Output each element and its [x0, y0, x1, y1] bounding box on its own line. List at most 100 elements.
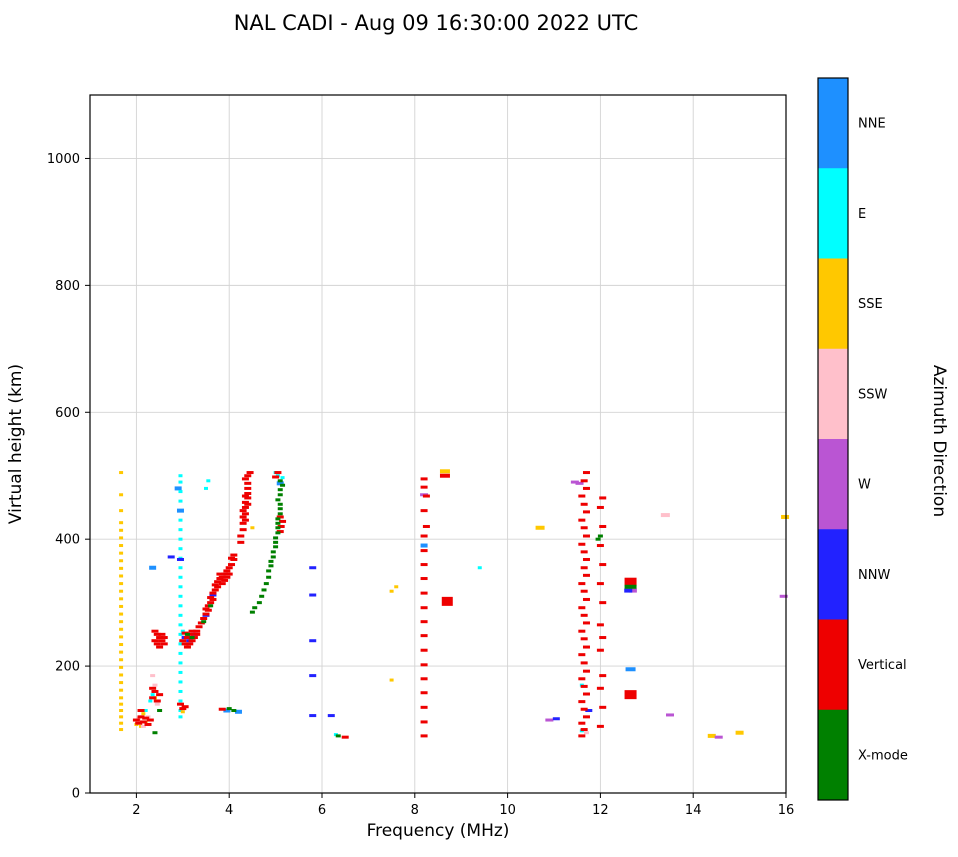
- point-x-mode: [231, 709, 237, 713]
- point-x-mode: [273, 540, 279, 544]
- point-vertical: [420, 634, 428, 638]
- point-vertical: [420, 620, 428, 624]
- point-vertical: [582, 534, 590, 538]
- point-vertical: [420, 534, 428, 538]
- point-vertical: [578, 629, 586, 633]
- point-sse: [119, 728, 124, 732]
- point-vertical: [244, 474, 252, 478]
- point-x-mode: [624, 584, 637, 589]
- point-vertical: [420, 705, 428, 709]
- point-vertical: [276, 515, 284, 519]
- point-vertical: [279, 519, 287, 523]
- point-vertical: [223, 569, 231, 573]
- point-vertical: [239, 521, 247, 525]
- point-e: [206, 479, 211, 483]
- point-e: [280, 476, 285, 480]
- point-e: [178, 566, 183, 570]
- point-vertical: [202, 612, 210, 616]
- point-vertical: [422, 494, 430, 498]
- point-vertical: [241, 505, 249, 509]
- point-sse: [119, 493, 124, 497]
- point-x-mode: [280, 483, 286, 487]
- point-nne: [176, 508, 184, 513]
- point-e: [178, 547, 183, 551]
- colorbar-frame: [817, 77, 849, 801]
- point-w: [779, 594, 788, 598]
- point-x-mode: [277, 493, 283, 497]
- point-x-mode: [277, 512, 283, 516]
- point-x-mode: [261, 588, 267, 592]
- point-sse: [119, 650, 124, 654]
- point-sse: [119, 696, 124, 700]
- point-vertical: [582, 645, 590, 649]
- point-vertical: [578, 721, 586, 725]
- point-vertical: [580, 479, 588, 483]
- point-nnw: [327, 714, 335, 718]
- point-vertical: [244, 496, 252, 500]
- point-vertical: [146, 718, 154, 722]
- point-sse: [119, 544, 124, 548]
- point-vertical: [244, 491, 252, 495]
- point-vertical: [214, 580, 222, 584]
- point-vertical: [246, 471, 254, 475]
- point-sse: [119, 709, 124, 713]
- point-vertical: [216, 572, 224, 576]
- point-vertical: [207, 596, 215, 600]
- point-ssw: [154, 702, 160, 706]
- point-x-mode: [226, 707, 232, 711]
- point-vertical: [596, 724, 604, 728]
- point-x-mode: [270, 550, 276, 554]
- point-vertical: [580, 728, 588, 732]
- point-ssw: [583, 731, 589, 735]
- point-vertical: [158, 639, 166, 643]
- point-sse: [707, 733, 716, 738]
- point-x-mode: [270, 555, 276, 559]
- point-x-mode: [256, 601, 262, 605]
- point-vertical: [153, 699, 161, 703]
- point-vertical: [578, 677, 586, 681]
- point-vertical: [272, 475, 280, 479]
- point-vertical: [596, 648, 604, 652]
- point-e: [178, 490, 183, 494]
- point-vertical: [599, 674, 607, 678]
- point-vertical: [582, 486, 590, 490]
- point-e: [178, 474, 183, 478]
- point-vertical: [142, 716, 150, 720]
- point-vertical: [624, 690, 637, 700]
- point-vertical: [211, 588, 219, 592]
- point-vertical: [582, 510, 590, 514]
- point-e: [178, 613, 183, 617]
- point-nnw: [309, 593, 317, 597]
- point-nnw: [309, 714, 317, 718]
- point-vertical: [420, 648, 428, 652]
- point-x-mode: [157, 709, 163, 713]
- point-vertical: [596, 623, 604, 627]
- point-sse: [119, 681, 124, 685]
- point-e: [148, 699, 153, 703]
- point-sse: [119, 620, 124, 624]
- point-vertical: [420, 691, 428, 695]
- point-vertical: [582, 557, 590, 561]
- point-vertical: [239, 528, 247, 532]
- point-vertical: [241, 500, 249, 504]
- point-vertical: [160, 642, 168, 646]
- point-vertical: [135, 721, 143, 725]
- point-x-mode: [208, 604, 214, 608]
- y-tick-label: 0: [72, 787, 80, 802]
- point-vertical: [153, 642, 161, 646]
- point-nnw: [585, 709, 593, 713]
- point-vertical: [580, 566, 588, 570]
- point-vertical: [274, 471, 282, 475]
- x-tick-label: 12: [592, 803, 609, 818]
- point-vertical: [176, 702, 184, 706]
- colorbar-label-ssw: SSW: [858, 387, 888, 402]
- point-x-mode: [249, 610, 255, 614]
- colorbar-label-vertical: Vertical: [858, 658, 907, 673]
- point-vertical: [188, 639, 196, 643]
- point-vertical: [580, 707, 588, 711]
- point-vertical: [151, 639, 159, 643]
- point-sse: [439, 469, 450, 474]
- point-e: [178, 575, 183, 579]
- point-vertical: [580, 550, 588, 554]
